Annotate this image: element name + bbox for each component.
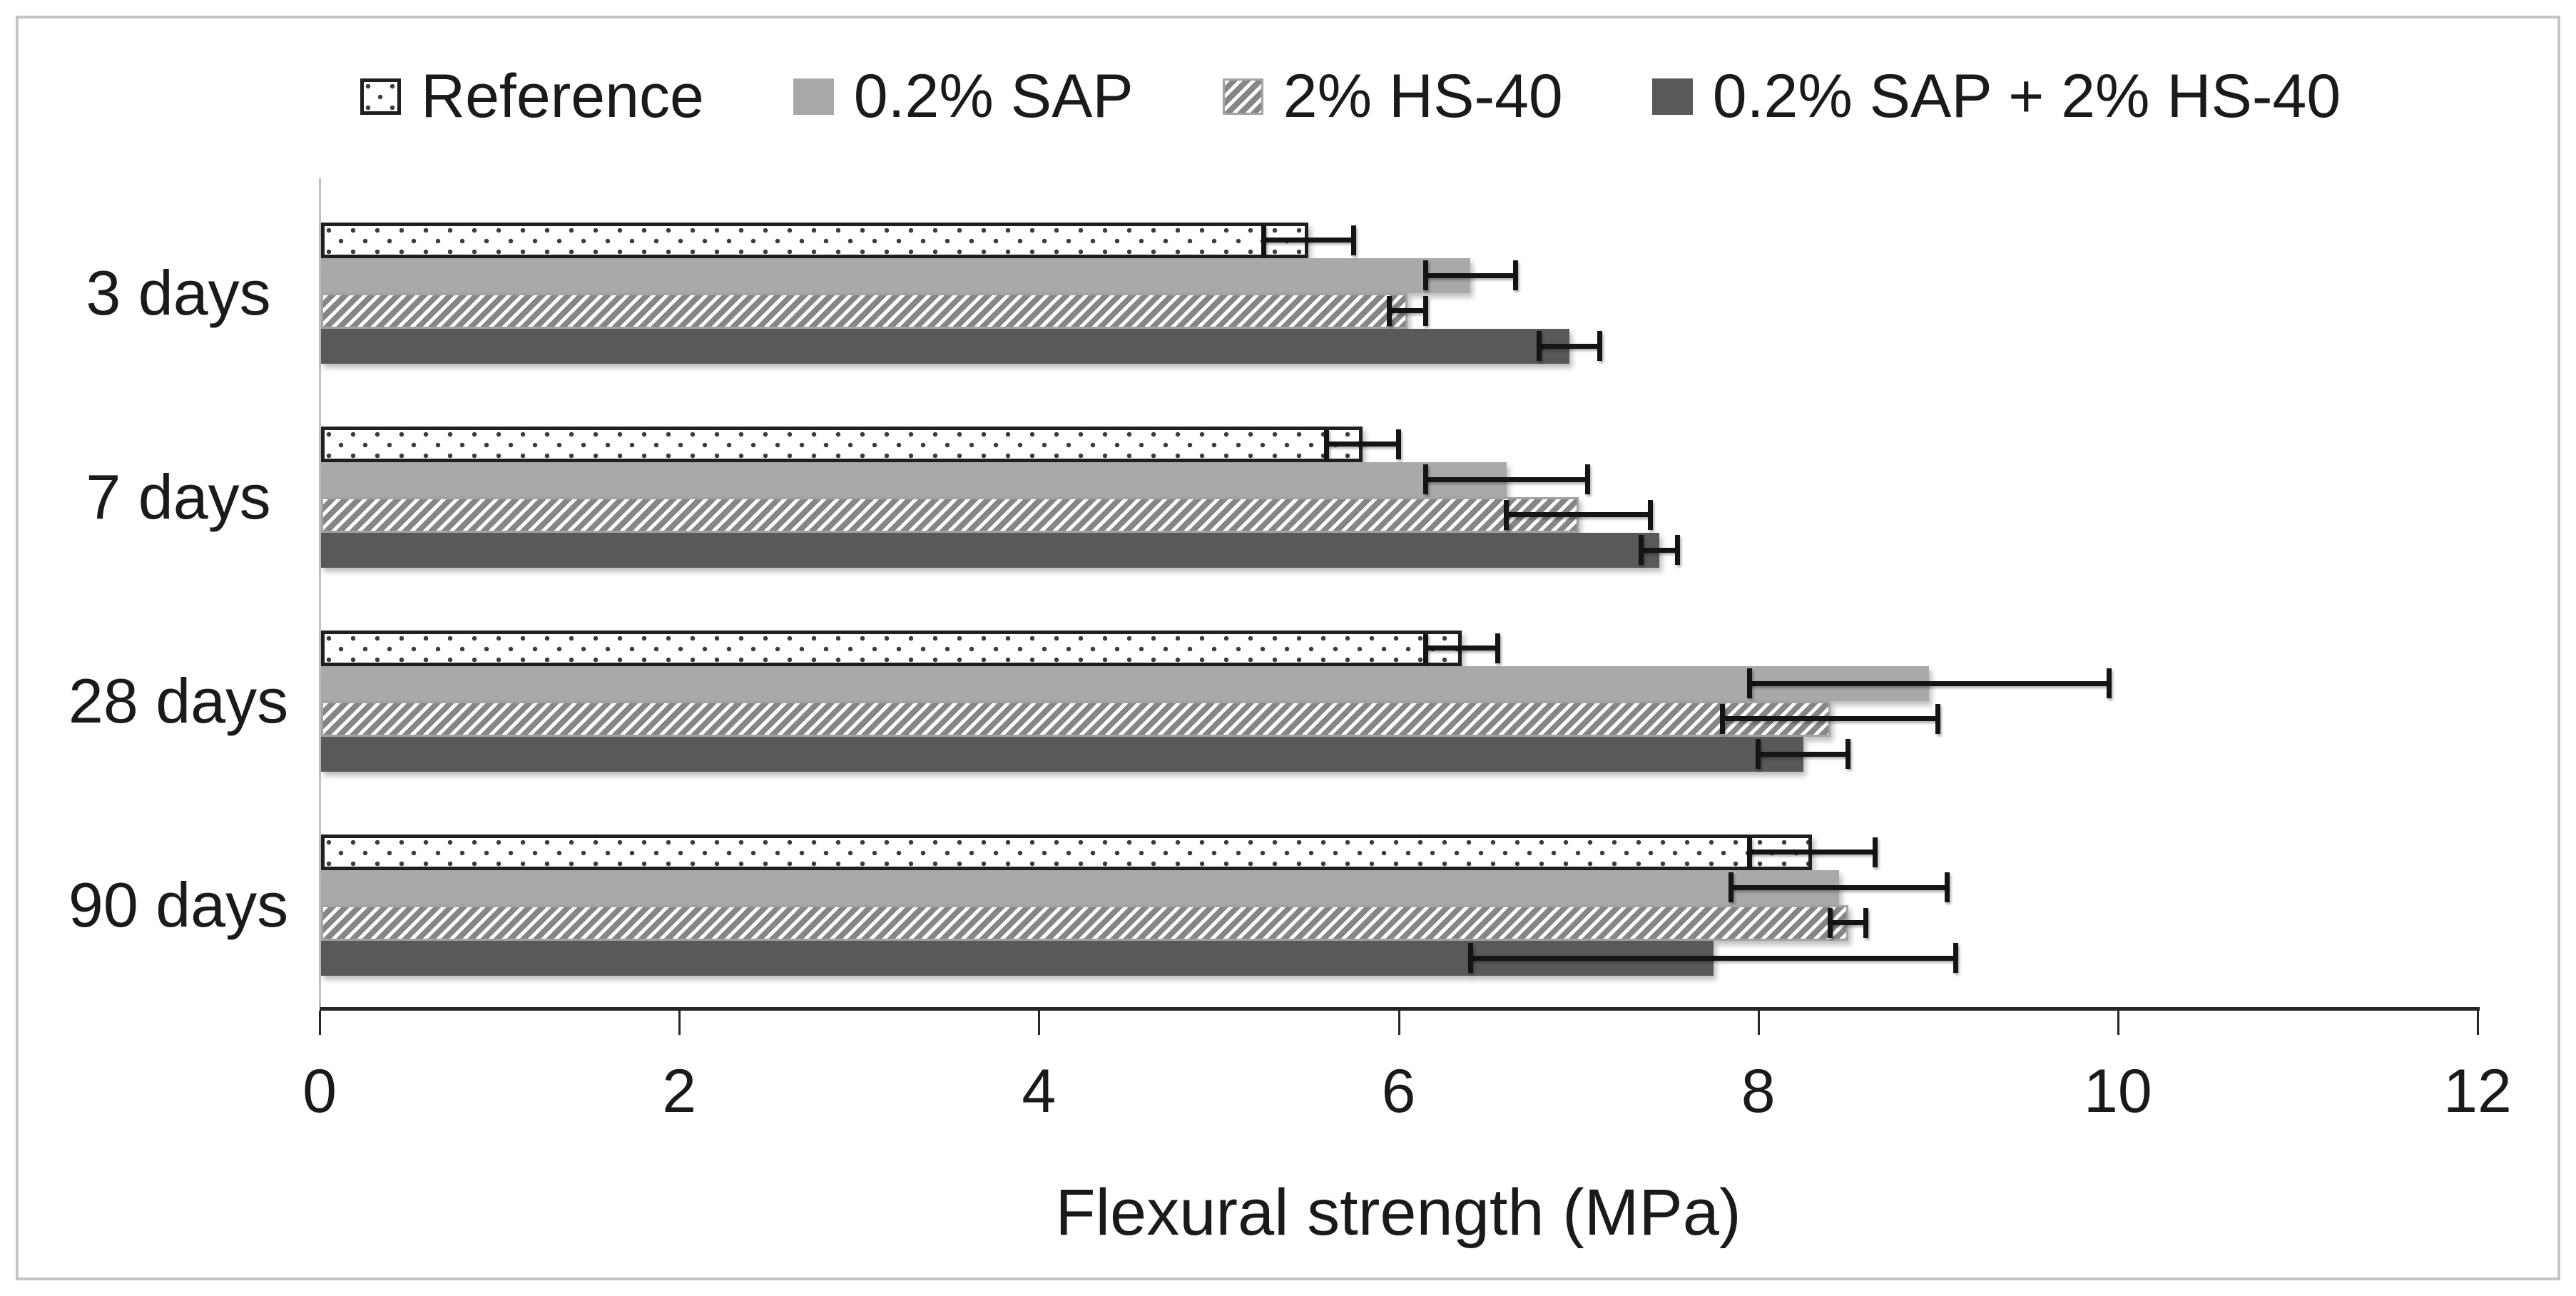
error-bar-cap-left [1422,464,1428,495]
y-axis-line [319,178,321,1007]
category-label: 90 days [68,869,289,940]
error-bar-cap-right [1350,225,1356,255]
category-label: 28 days [68,665,289,736]
error-bar-cap-right [1674,535,1680,566]
bar-solid-dark [321,532,1660,568]
legend-item: Reference [360,61,704,132]
x-axis-tick [1038,1011,1041,1035]
error-bar-line [1749,680,2109,686]
error-bar-line [1425,476,1588,482]
x-axis-tick-label: 10 [2083,1057,2152,1126]
dotted-pattern-swatch [360,78,401,115]
x-axis-tick [2477,1011,2479,1035]
error-bar-cap-right [1953,943,1959,974]
error-bar-line [1263,238,1354,243]
error-bar-line [1389,308,1426,314]
error-bar-line [1758,751,1848,757]
legend-label: 0.2% SAP [853,62,1134,131]
error-bar-cap-right [1512,260,1518,291]
bar-solid-light [321,665,1930,701]
diagonal-hatch-swatch [1222,78,1263,115]
bar-solid-light [321,869,1840,905]
error-bar-line [1425,272,1516,278]
bar-hatched [321,497,1579,533]
error-bar-cap-left [1828,907,1833,938]
error-bar-cap-left [1756,739,1761,770]
error-bar-cap-right [1873,837,1878,867]
legend-label: Reference [421,62,704,131]
legend-item: 0.2% SAP [793,61,1134,132]
error-bar-cap-left [1729,872,1734,903]
bar-solid-dark [321,328,1569,364]
error-bar-cap-right [1495,633,1500,663]
bar-dotted [321,427,1363,462]
x-axis-tick-label: 12 [2443,1057,2512,1126]
error-bar-cap-right [1597,331,1603,362]
bar-hatched [321,701,1831,737]
error-bar-cap-left [1467,943,1473,974]
x-axis-tick-label: 0 [302,1057,337,1126]
error-bar-line [1470,955,1956,961]
x-axis-tick-label: 2 [662,1057,697,1126]
error-bar-cap-right [1935,703,1941,734]
error-bar-line [1506,512,1651,518]
error-bar-line [1641,547,1678,553]
error-bar-line [1722,716,1938,722]
error-bar-cap-left [1746,837,1752,867]
error-bar-cap-right [1846,739,1851,770]
error-bar-cap-right [1396,429,1401,459]
error-bar-line [1731,884,1948,890]
error-bar-cap-left [1746,668,1752,699]
bar-hatched [321,905,1848,941]
error-bar-line [1425,646,1498,651]
error-bar-cap-right [1647,499,1653,530]
error-bar-cap-right [1584,464,1590,495]
error-bar-cap-left [1261,225,1266,255]
error-bar-cap-left [1536,331,1542,362]
bar-dotted [321,223,1309,258]
error-bar-cap-right [1944,872,1950,903]
legend-label: 0.2% SAP + 2% HS-40 [1712,62,2341,131]
error-bar-cap-left [1422,633,1428,663]
light-gray-swatch [793,78,834,115]
x-axis-tick-label: 4 [1022,1057,1057,1126]
x-axis-tick-label: 8 [1741,1057,1776,1126]
bar-dotted [321,835,1813,870]
error-bar-cap-left [1504,499,1510,530]
x-axis-title: Flexural strength (MPa) [1055,1176,1741,1249]
error-bar-line [1749,849,1875,855]
error-bar-cap-left [1387,295,1393,326]
error-bar-cap-right [1422,295,1428,326]
error-bar-cap-left [1422,260,1428,291]
error-bar-line [1830,920,1866,926]
error-bar-line [1326,442,1399,447]
bar-dotted [321,631,1462,666]
category-label: 3 days [86,257,271,328]
bar-solid-light [321,461,1507,497]
error-bar-cap-right [1863,907,1869,938]
category-label: 7 days [86,461,271,532]
x-axis-line [320,1007,2480,1011]
error-bar-line [1539,343,1600,349]
error-bar-cap-right [2106,668,2112,699]
error-bar-cap-left [1639,535,1644,566]
x-axis-tick [319,1011,321,1035]
x-axis-tick [2117,1011,2119,1035]
legend-item: 2% HS-40 [1222,61,1563,132]
x-axis-tick [1757,1011,1760,1035]
legend-item: 0.2% SAP + 2% HS-40 [1651,61,2341,132]
chart-legend: Reference 0.2% SAP 2% HS-40 0.2% SAP + 2% H… [360,58,2341,134]
x-axis-tick [1398,1011,1400,1035]
legend-label: 2% HS-40 [1283,62,1563,131]
bar-solid-light [321,257,1471,293]
x-axis-tick-label: 6 [1381,1057,1416,1126]
bar-hatched [321,293,1408,329]
bar-solid-dark [321,736,1803,772]
error-bar-cap-left [1719,703,1725,734]
error-bar-cap-left [1324,429,1330,459]
dark-gray-swatch [1651,78,1693,115]
x-axis-tick [678,1011,681,1035]
